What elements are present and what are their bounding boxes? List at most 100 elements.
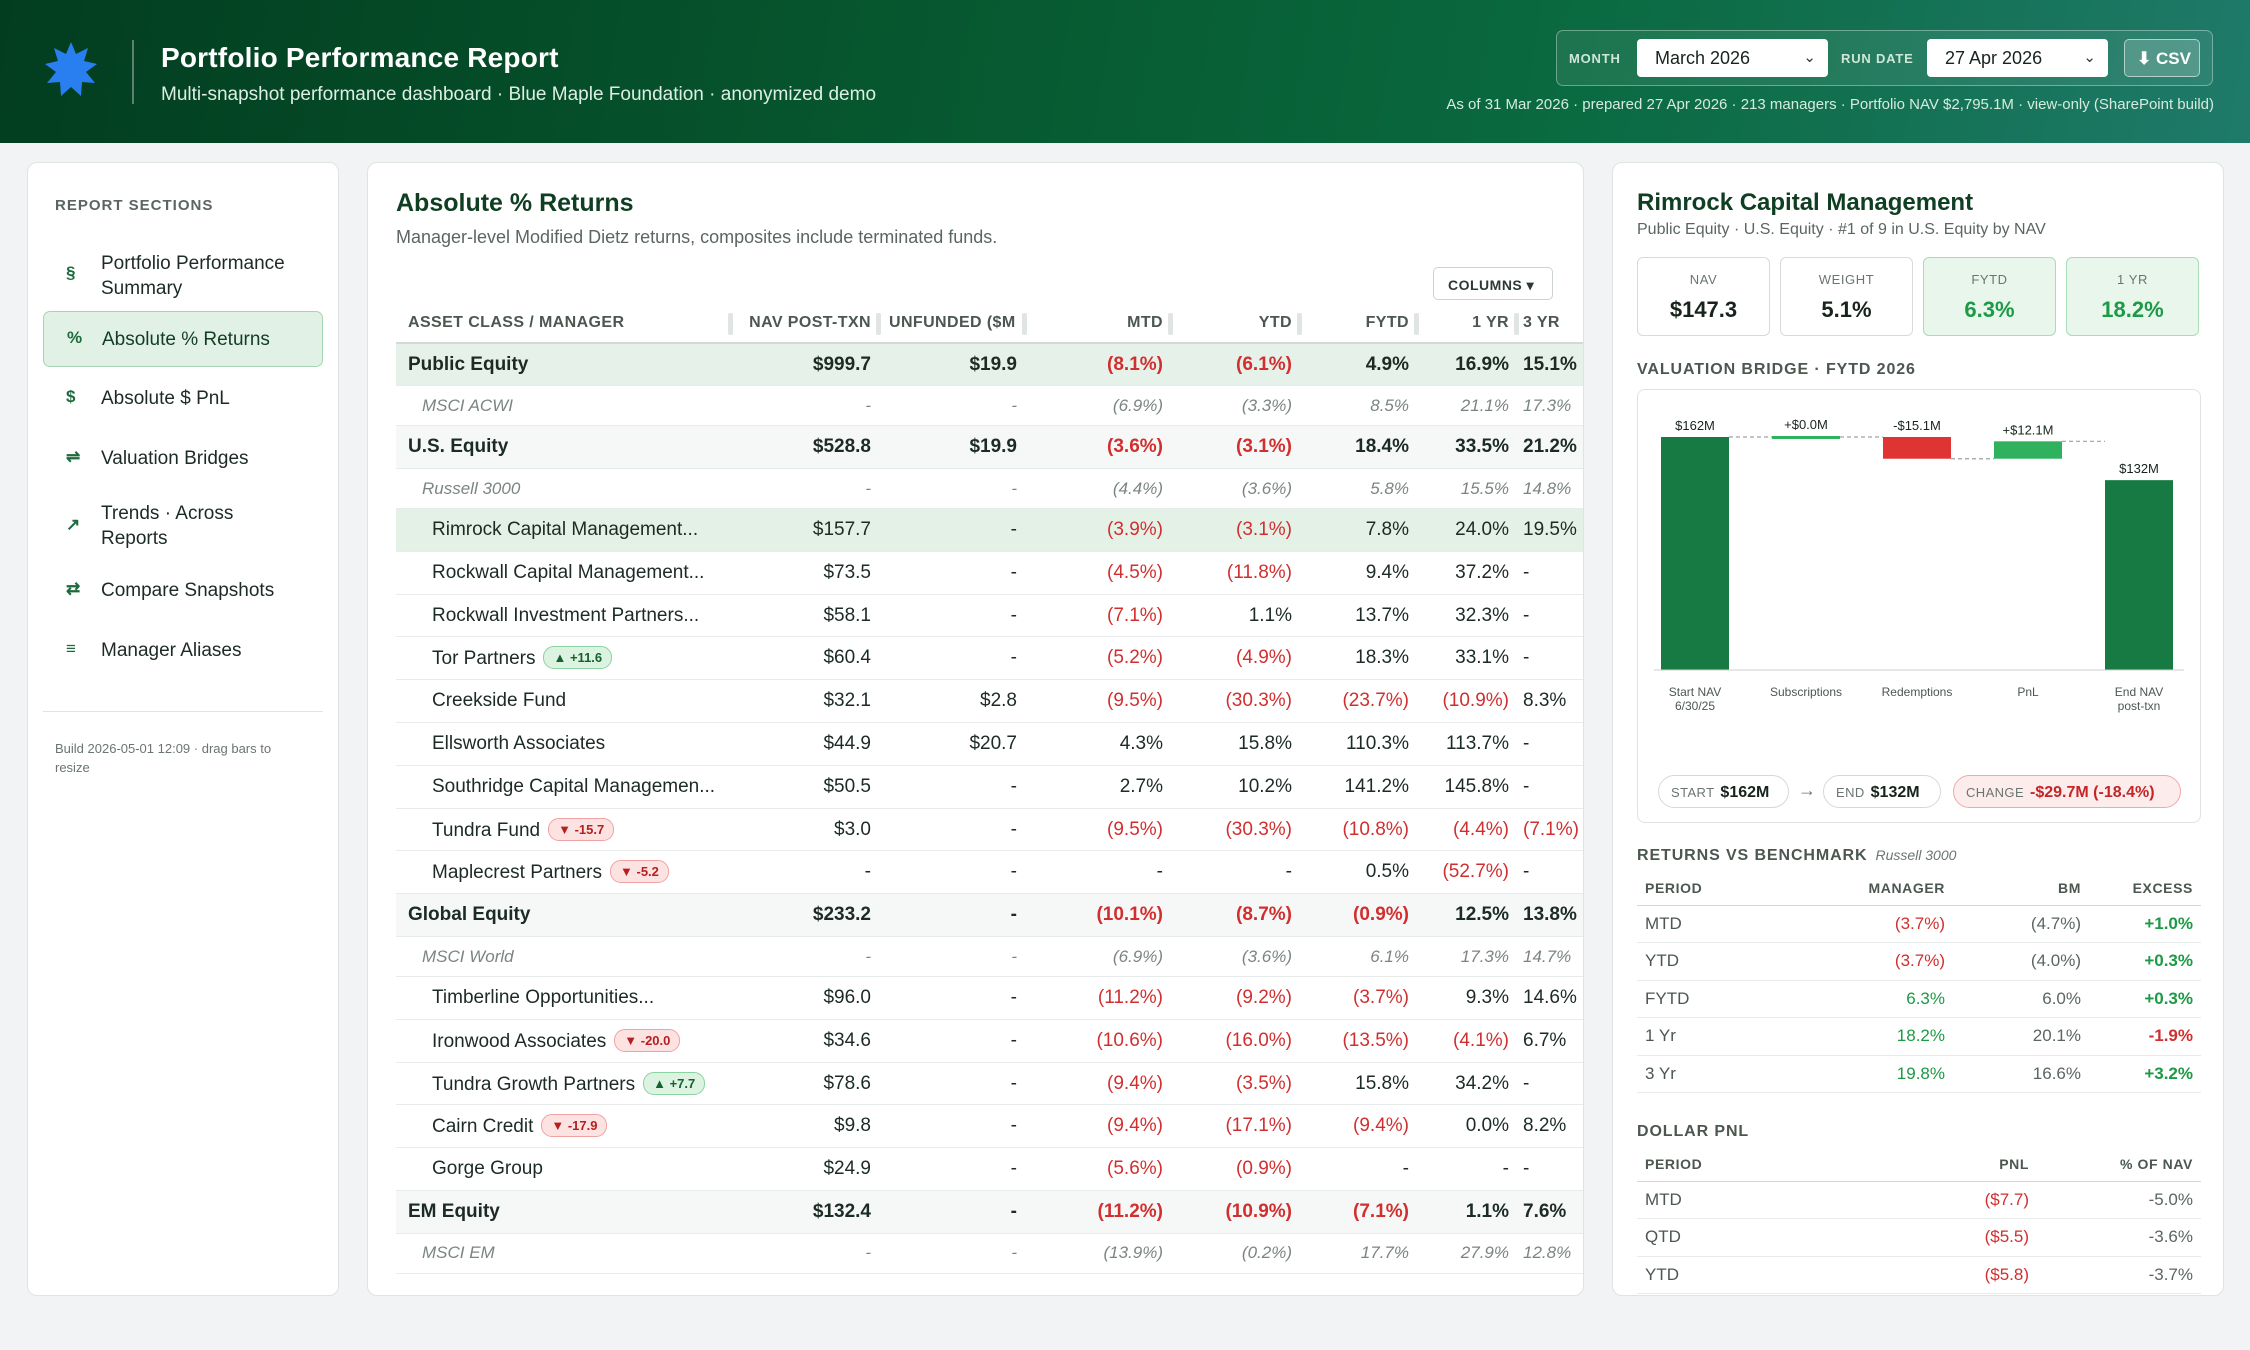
kpi-weight: WEIGHT 5.1% [1780, 257, 1913, 336]
table-cell: 7.6% [1519, 1190, 1583, 1234]
column-resize-handle[interactable] [1168, 313, 1173, 335]
table-cell: - [1302, 1147, 1419, 1192]
dollar-pnl-heading: DOLLAR PNL [1637, 1123, 1750, 1140]
bridge-heading: VALUATION BRIDGE · FYTD 2026 [1637, 361, 1916, 378]
kpi-label: WEIGHT [1818, 272, 1875, 287]
table-cell: 17.3% [1419, 936, 1519, 978]
report-controls: MONTH March 2026 ⌄ RUN DATE 27 Apr 2026 … [1556, 30, 2213, 86]
month-select[interactable]: March 2026 ⌄ [1637, 39, 1828, 77]
column-header[interactable]: 3 YR [1519, 303, 1583, 344]
row-name: Maplecrest Partners [432, 862, 603, 884]
manager-row[interactable]: Creekside Fund $32.1 $2.8 (9.5%) (30.3%) (23.… [396, 679, 1583, 724]
column-resize-handle[interactable] [728, 313, 733, 335]
column-resize-handle[interactable] [1297, 313, 1302, 335]
table-cell: $20.7 [881, 722, 1027, 766]
row-name: MSCI ACWI [422, 395, 513, 415]
table-cell: - [881, 936, 1027, 978]
table-cell: 19.8% [1787, 1055, 1953, 1093]
table-header-row: ASSET CLASS / MANAGER NAV POST-TXN UNFUN… [396, 303, 1583, 344]
table-cell: 141.2% [1302, 765, 1419, 809]
asset-class-row[interactable]: U.S. Equity $528.8 $19.9 (3.6%) (3.1%) 18.4% 3… [396, 425, 1583, 470]
sidebar-item-absolute-returns[interactable]: % Absolute % Returns [43, 311, 323, 367]
manager-row[interactable]: Tundra Growth Partners ▲ +7.7 $78.6- (9.4%)… [396, 1062, 1583, 1106]
table-row: YTD (3.7%) (4.0%) +0.3% [1637, 942, 2201, 981]
column-header[interactable]: MTD [1027, 303, 1173, 344]
header-divider [132, 40, 134, 104]
sidebar-item-trends[interactable]: ↗ Trends · Across Reports [43, 493, 323, 559]
bridge-bar-0[interactable] [1661, 437, 1729, 670]
columns-button[interactable]: COLUMNS ▾ [1433, 267, 1553, 300]
table-cell: 6.0% [1953, 980, 2089, 1018]
manager-row[interactable]: Tor Partners ▲ +11.6 $60.4- (5.2%) (4.9%) 18.… [396, 636, 1583, 681]
column-resize-handle[interactable] [876, 313, 881, 335]
column-resize-handle[interactable] [1514, 313, 1519, 335]
column-header[interactable]: FYTD [1302, 303, 1419, 344]
bridge-bar-3[interactable] [1994, 441, 2062, 459]
table-cell: (4.4%) [1419, 808, 1519, 852]
run-date-select[interactable]: 27 Apr 2026 ⌄ [1927, 39, 2108, 77]
manager-row[interactable]: Rimrock Capital Management... $157.7- (3.9… [396, 508, 1583, 552]
rank-down-badge: ▼ -5.2 [610, 860, 669, 884]
sidebar-item-absolute-pnl[interactable]: $ Absolute $ PnL [43, 371, 323, 427]
column-header: % OF NAV [2037, 1147, 2201, 1182]
column-header: PERIOD [1637, 871, 1787, 906]
table-cell: - [1173, 850, 1302, 895]
table-cell: $32.1 [733, 679, 881, 724]
table-header-row: PERIOD MANAGER BM EXCESS [1637, 871, 2201, 906]
column-header[interactable]: UNFUNDED ($M [881, 303, 1027, 344]
table-cell: - [881, 808, 1027, 852]
sidebar-item-manager-aliases[interactable]: ≡ Manager Aliases [43, 623, 323, 679]
manager-row[interactable]: Rockwall Capital Management... $73.5- (4.5… [396, 551, 1583, 595]
month-label: MONTH [1569, 51, 1621, 66]
table-cell: $233.2 [733, 893, 881, 938]
benchmark-row: MSCI World - - (6.9%) (3.6%) 6.1% 17.3% 14.7% [396, 936, 1583, 978]
manager-row[interactable]: Timberline Opportunities... $96.0- (11.2%)… [396, 976, 1583, 1020]
row-name: Russell 3000 [422, 478, 521, 498]
row-name: Tundra Fund [432, 819, 541, 841]
table-cell: 145.8% [1419, 765, 1519, 809]
column-header[interactable]: 1 YR [1419, 303, 1519, 344]
returns-vs-benchmark-heading: RETURNS VS BENCHMARK Russell 3000 [1637, 847, 1957, 864]
asset-class-row[interactable]: EM Equity $132.4- (11.2%) (10.9%) (7.1%) 1.1%… [396, 1190, 1583, 1234]
manager-row[interactable]: Cairn Credit ▼ -17.9 $9.8- (9.4%) (17.1%) (9.… [396, 1104, 1583, 1149]
sidebar-item-compare-snapshots[interactable]: ⇄ Compare Snapshots [43, 563, 323, 619]
sidebar-item-performance-summary[interactable]: § Portfolio Performance Summary [43, 243, 323, 309]
table-cell: (11.2%) [1027, 1190, 1173, 1234]
column-header[interactable]: ASSET CLASS / MANAGER [396, 303, 733, 344]
bridge-bar-4[interactable] [2105, 480, 2173, 670]
row-name: Timberline Opportunities... [432, 986, 655, 1008]
column-resize-handle[interactable] [1022, 313, 1027, 335]
manager-row[interactable]: Rockwall Investment Partners... $58.1- (7.… [396, 594, 1583, 638]
bridge-bar-1[interactable] [1772, 436, 1840, 439]
table-cell: - [1027, 850, 1173, 895]
table-cell: (4.1%) [1419, 1019, 1519, 1063]
manager-row[interactable]: Ellsworth Associates $44.9 $20.7 4.3% 15.8% 1… [396, 722, 1583, 766]
asset-class-row[interactable]: Global Equity $233.2- (10.1%) (8.7%) (0.9%) 1… [396, 893, 1583, 938]
table-cell: 0.0% [1419, 1104, 1519, 1149]
bridge-bar-2[interactable] [1883, 437, 1951, 459]
manager-row[interactable]: Maplecrest Partners ▼ -5.2- - - -0.5% (52.7%)… [396, 850, 1583, 895]
asset-class-row[interactable]: Public Equity $999.7 $19.9 (8.1%) (6.1%) 4.9%… [396, 343, 1583, 387]
csv-download-button[interactable]: ⬇ CSV [2124, 39, 2200, 77]
sidebar-item-valuation-bridges[interactable]: ⇌ Valuation Bridges [43, 431, 323, 487]
column-header[interactable]: YTD [1173, 303, 1302, 344]
table-row: QTD ($5.5) -3.6% [1637, 1218, 2201, 1257]
manager-row[interactable]: Gorge Group $24.9- (5.6%) (0.9%) - - - [396, 1147, 1583, 1192]
table-cell: (3.6%) [1027, 425, 1173, 470]
table-cell: 4.9% [1302, 343, 1419, 387]
column-header[interactable]: NAV POST-TXN [733, 303, 881, 344]
table-cell: (11.8%) [1173, 551, 1302, 595]
table-row: MTD ($7.7) -5.0% [1637, 1181, 2201, 1219]
table-cell: $73.5 [733, 551, 881, 595]
row-name: Ironwood Associates [432, 1030, 607, 1052]
manager-row[interactable]: Ironwood Associates ▼ -20.0 $34.6- (10.6%)(… [396, 1019, 1583, 1063]
table-cell: 32.3% [1419, 594, 1519, 638]
table-cell: 24.0% [1419, 508, 1519, 552]
table-cell: - [1519, 765, 1583, 809]
table-cell: - [1519, 722, 1583, 766]
table-cell: 16.9% [1419, 343, 1519, 387]
column-resize-handle[interactable] [1414, 313, 1419, 335]
sidebar-item-label: Manager Aliases [101, 640, 242, 661]
manager-row[interactable]: Tundra Fund ▼ -15.7 $3.0- (9.5%) (30.3%) (10.… [396, 808, 1583, 852]
manager-row[interactable]: Southridge Capital Managemen... $50.5-2.7… [396, 765, 1583, 809]
